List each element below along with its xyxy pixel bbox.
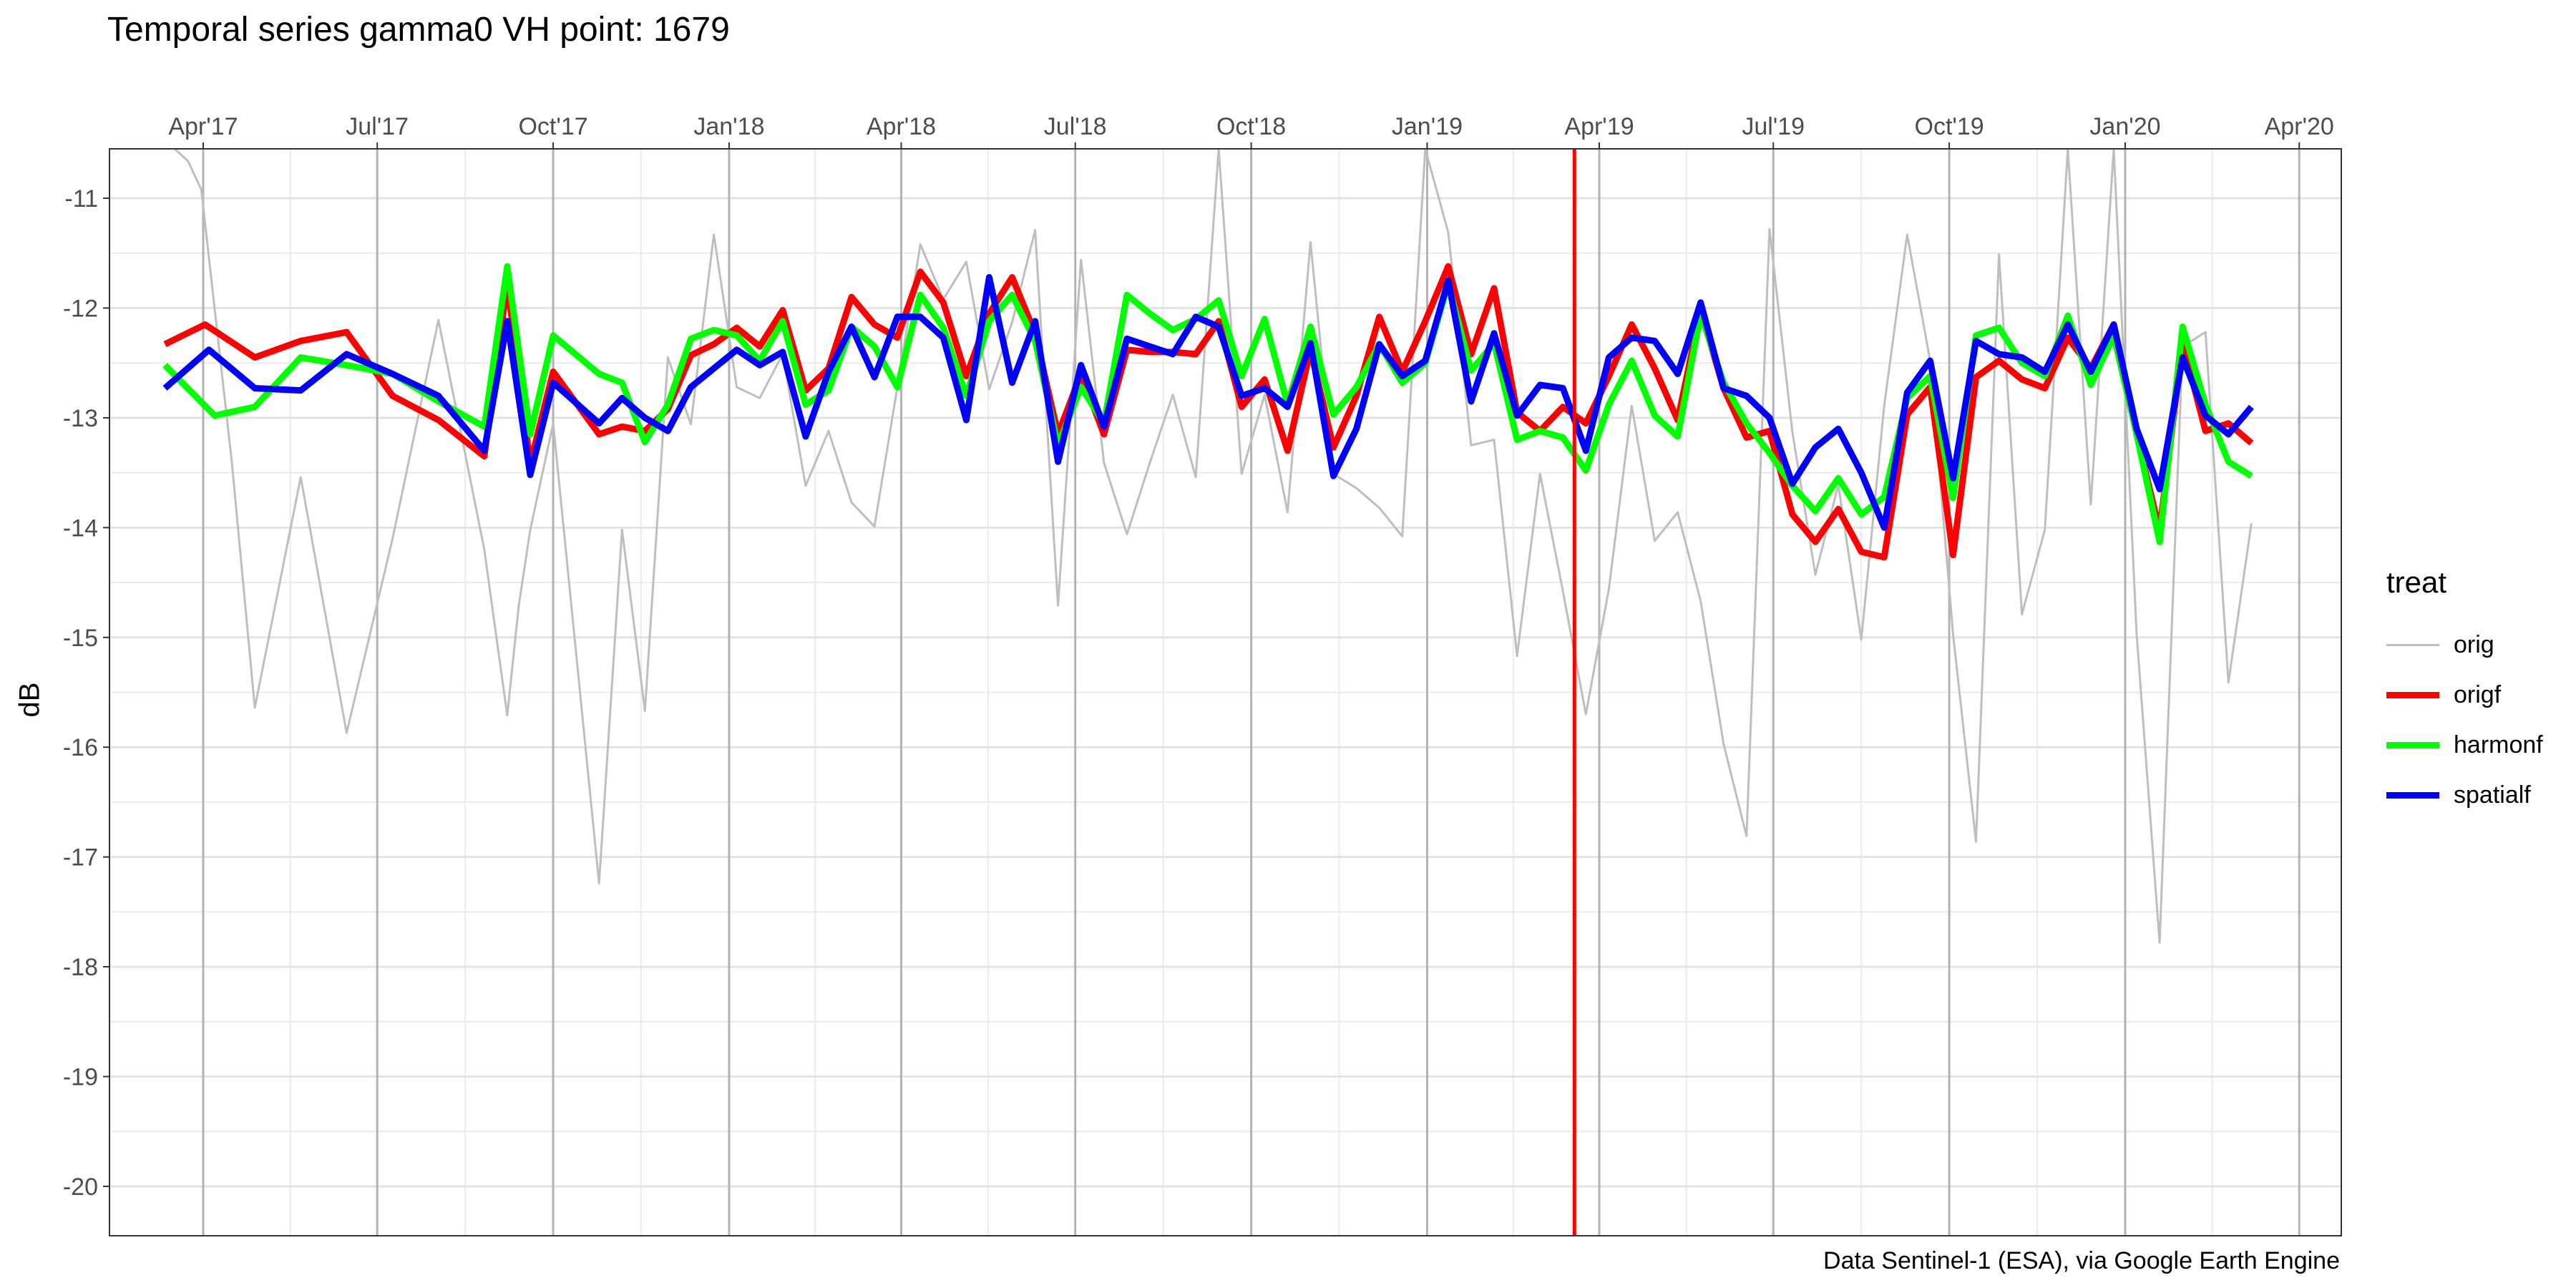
- legend-label-spatialf: spatialf: [2454, 781, 2531, 809]
- x-tick-label: Apr'19: [1564, 113, 1634, 140]
- legend-key-spatialf: [2386, 791, 2439, 799]
- x-tick-label: Jan'18: [693, 113, 764, 140]
- y-tick-label: -12: [63, 295, 98, 322]
- x-tick-label: Jan'20: [2089, 113, 2160, 140]
- data-source-caption: Data Sentinel-1 (ESA), via Google Earth …: [1823, 1247, 2340, 1274]
- x-tick-label: Apr'20: [2265, 113, 2334, 140]
- legend-item-orig: orig: [2386, 620, 2565, 670]
- legend: treat orig origf harmonf spatialf: [2386, 565, 2565, 820]
- legend-label-orig: orig: [2454, 630, 2494, 658]
- series-line-spatialf: [162, 274, 2254, 531]
- x-tick-label: Apr'18: [867, 113, 936, 140]
- y-tick-label: -15: [63, 625, 98, 652]
- y-tick-label: -20: [63, 1174, 98, 1201]
- legend-key-orig: [2386, 643, 2439, 646]
- y-tick-label: -19: [63, 1064, 98, 1091]
- legend-key-harmonf: [2386, 741, 2439, 748]
- legend-item-origf: origf: [2386, 670, 2565, 720]
- x-tick-label: Oct'18: [1216, 113, 1286, 140]
- y-tick-label: -11: [64, 185, 98, 213]
- legend-item-spatialf: spatialf: [2386, 770, 2565, 820]
- x-tick-label: Jul'19: [1742, 113, 1805, 140]
- y-tick-label: -18: [63, 954, 98, 981]
- x-tick-label: Oct'19: [1915, 113, 1984, 140]
- y-tick-label: -17: [63, 844, 98, 872]
- plot-border: [109, 148, 2342, 1236]
- legend-item-harmonf: harmonf: [2386, 720, 2565, 770]
- legend-label-origf: origf: [2454, 680, 2502, 708]
- y-tick-label: -13: [63, 405, 98, 432]
- y-tick-label: -16: [63, 734, 98, 761]
- legend-label-harmonf: harmonf: [2454, 731, 2543, 758]
- x-tick-label: Jul'18: [1044, 113, 1107, 140]
- series-line-orig: [173, 147, 2253, 944]
- x-tick-label: Apr'17: [168, 113, 238, 140]
- x-tick-label: Jul'17: [346, 113, 409, 140]
- legend-title: treat: [2386, 565, 2447, 599]
- y-tick-label: -14: [63, 514, 98, 542]
- x-tick-label: Jan'19: [1392, 113, 1463, 140]
- x-tick-label: Oct'17: [518, 113, 587, 140]
- chart-title: Temporal series gamma0 VH point: 1679: [107, 11, 730, 49]
- legend-key-origf: [2386, 691, 2439, 698]
